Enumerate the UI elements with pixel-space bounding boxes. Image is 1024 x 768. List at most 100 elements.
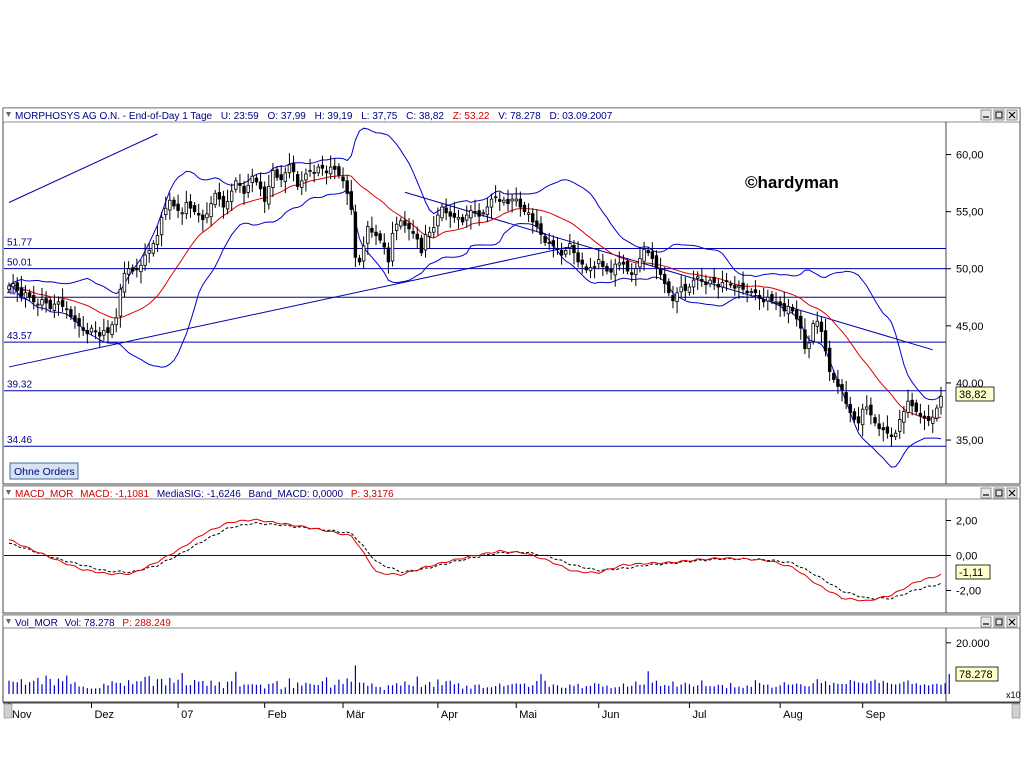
last-volume-label: 78.278 xyxy=(959,669,993,681)
macd-minimize-button[interactable] xyxy=(980,487,992,499)
candle-body xyxy=(906,400,910,413)
candle-body xyxy=(638,258,642,268)
candle-body xyxy=(188,201,193,209)
last-price-tag: 38,82 xyxy=(955,386,995,402)
candle-body xyxy=(704,281,708,286)
time-tick-label-2: 07 xyxy=(181,709,193,721)
candle-body xyxy=(118,288,123,317)
candle-body xyxy=(514,198,518,202)
candle-body xyxy=(361,245,366,262)
candle-body xyxy=(844,392,848,404)
candle-body xyxy=(250,175,255,184)
candle-body xyxy=(147,250,151,254)
candle-body xyxy=(32,295,36,303)
volume-scale-label: x10 xyxy=(1006,690,1021,700)
level-label-3: 43.57 xyxy=(7,331,32,342)
candle-body xyxy=(852,411,857,420)
candle-body xyxy=(308,170,312,172)
candle-body xyxy=(691,279,696,288)
candle-body xyxy=(576,252,580,263)
candle-body xyxy=(935,407,939,419)
candle-body xyxy=(931,416,935,424)
candle-body xyxy=(23,292,28,299)
candle-body xyxy=(564,250,568,255)
macd-tick-label-0: 2,00 xyxy=(956,516,977,528)
candle-body xyxy=(73,315,77,322)
candle-body xyxy=(832,372,836,380)
candle-body xyxy=(700,279,704,282)
orders-button[interactable]: Ohne Orders xyxy=(9,462,79,480)
candle-body xyxy=(712,277,716,283)
candle-body xyxy=(444,207,448,214)
candle-body xyxy=(176,203,180,211)
volume-maximize-button[interactable] xyxy=(993,616,1005,628)
candle-body xyxy=(333,165,337,170)
candle-body xyxy=(370,227,374,233)
candle-body xyxy=(291,162,296,173)
candle-body xyxy=(650,251,655,259)
candle-body xyxy=(172,199,176,207)
candle-body xyxy=(708,279,712,285)
candle-body xyxy=(522,204,527,213)
candle-body xyxy=(131,267,135,272)
candle-body xyxy=(819,321,824,332)
volume-maximize-icon xyxy=(995,618,1003,626)
time-tick-label-3: Feb xyxy=(268,709,287,721)
candle-body xyxy=(221,195,226,208)
candle-body xyxy=(427,231,432,237)
candle-body xyxy=(460,216,465,223)
candle-body xyxy=(81,327,85,331)
volume-window-buttons xyxy=(980,616,1018,628)
candle-body xyxy=(300,180,304,188)
candle-body xyxy=(353,211,358,258)
candle-body xyxy=(869,404,873,416)
candle-body xyxy=(630,272,634,275)
macd-maximize-button[interactable] xyxy=(993,487,1005,499)
candle-body xyxy=(465,214,469,221)
scroll-left-button[interactable] xyxy=(3,703,13,719)
candle-body xyxy=(803,329,807,350)
candle-body xyxy=(617,262,622,266)
volume-tick-label-0: 20.000 xyxy=(956,638,990,650)
level-label-0: 51.77 xyxy=(7,238,32,249)
candle-body xyxy=(159,216,164,236)
candle-body xyxy=(184,202,189,215)
macd-header-text: MACD_MOR MACD: -1,1081 MediaSIG: -1,6246… xyxy=(15,489,394,500)
candle-body xyxy=(403,220,407,226)
volume-minimize-button[interactable] xyxy=(980,616,992,628)
candle-body xyxy=(168,199,172,211)
candle-body xyxy=(856,416,861,424)
candle-body xyxy=(774,301,778,304)
candle-body xyxy=(559,249,564,256)
candle-body xyxy=(205,213,209,219)
price-tick-label-2: 50,00 xyxy=(956,264,984,276)
candle-body xyxy=(667,281,671,294)
candle-body xyxy=(815,320,819,327)
candle-body xyxy=(873,417,877,424)
candle-body xyxy=(658,269,663,275)
candle-body xyxy=(229,190,234,202)
candle-body xyxy=(745,290,749,294)
macd-menu-arrow-icon[interactable] xyxy=(6,490,11,495)
candle-body xyxy=(799,315,803,329)
time-axis: Nov Dez 07 Feb Mär Apr Mai Jun Jul Aug Sep xyxy=(8,703,885,721)
candle-body xyxy=(898,419,902,432)
candle-body xyxy=(782,303,786,312)
candle-body xyxy=(258,181,263,190)
candle-body xyxy=(518,198,523,208)
watermark-text: ©hardyman xyxy=(745,173,839,192)
candle-body xyxy=(939,396,943,408)
candle-body xyxy=(52,303,57,311)
maximize-button[interactable] xyxy=(993,109,1005,121)
candle-body xyxy=(135,267,139,271)
scroll-right-button[interactable] xyxy=(1011,703,1021,719)
time-tick-label-4: Mär xyxy=(346,709,365,721)
panel-menu-arrow-icon[interactable] xyxy=(6,112,11,117)
candle-body xyxy=(390,232,395,262)
trendline-0 xyxy=(8,133,158,203)
minimize-button[interactable] xyxy=(980,109,992,121)
candle-body xyxy=(848,404,852,414)
price-header-bar xyxy=(2,107,1021,123)
volume-menu-arrow-icon[interactable] xyxy=(6,619,11,624)
candle-body xyxy=(761,298,766,303)
